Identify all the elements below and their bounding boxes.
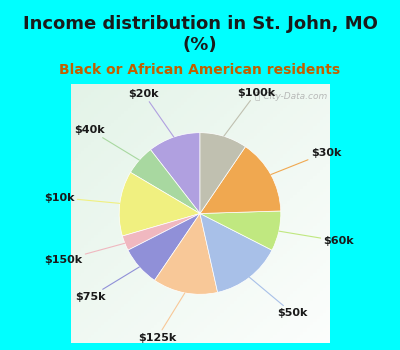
Text: Black or African American residents: Black or African American residents xyxy=(60,63,340,77)
Text: Income distribution in St. John, MO
(%): Income distribution in St. John, MO (%) xyxy=(22,15,378,54)
Text: $30k: $30k xyxy=(271,148,341,175)
Wedge shape xyxy=(200,211,281,250)
Text: ⓘ City-Data.com: ⓘ City-Data.com xyxy=(255,92,327,101)
Text: $75k: $75k xyxy=(75,267,139,302)
Text: $20k: $20k xyxy=(128,89,174,137)
Wedge shape xyxy=(130,150,200,213)
Wedge shape xyxy=(200,133,246,214)
Wedge shape xyxy=(122,214,200,250)
Text: $40k: $40k xyxy=(74,125,139,160)
Text: $125k: $125k xyxy=(138,293,185,343)
Text: $10k: $10k xyxy=(44,193,120,203)
Text: $60k: $60k xyxy=(279,231,354,246)
Wedge shape xyxy=(150,133,200,214)
Wedge shape xyxy=(200,147,281,214)
Text: $100k: $100k xyxy=(224,88,275,136)
Wedge shape xyxy=(128,214,200,280)
Wedge shape xyxy=(154,214,218,294)
Wedge shape xyxy=(119,172,200,236)
Text: $50k: $50k xyxy=(250,277,308,318)
Wedge shape xyxy=(200,214,272,292)
Text: $150k: $150k xyxy=(44,243,125,265)
